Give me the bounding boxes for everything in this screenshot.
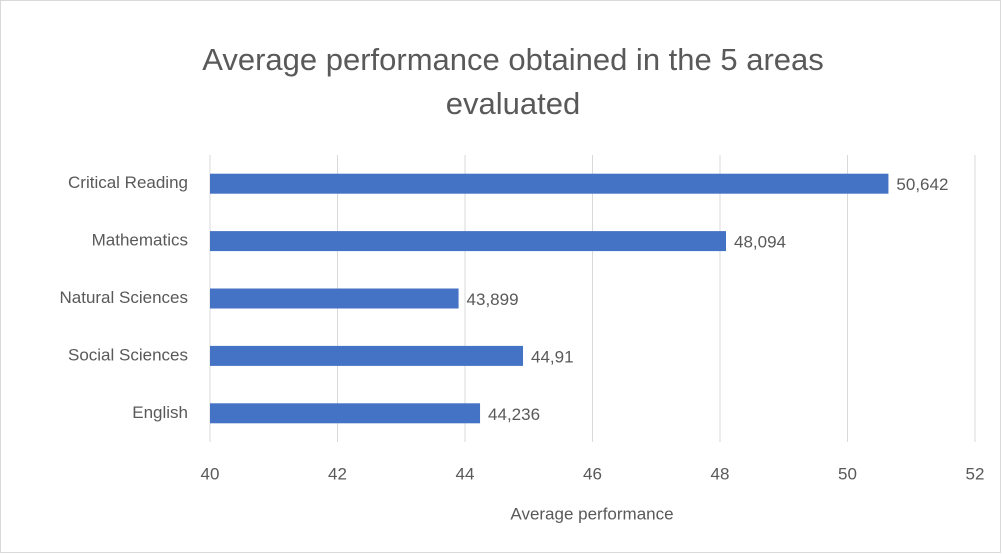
bar	[210, 231, 726, 252]
data-label: 44,236	[488, 405, 540, 424]
y-tick-label: Social Sciences	[68, 345, 188, 364]
y-tick-label: Critical Reading	[68, 173, 188, 192]
bar	[210, 403, 481, 424]
y-tick-label: English	[132, 403, 188, 422]
bar	[210, 345, 524, 366]
bar	[210, 173, 889, 194]
x-tick-label: 42	[328, 464, 347, 483]
x-tick-label: 40	[201, 464, 220, 483]
y-tick-label: Mathematics	[92, 231, 188, 250]
chart-title: Average performance obtained in the 5 ar…	[202, 42, 824, 121]
x-tick-label: 46	[583, 464, 602, 483]
bar	[210, 288, 459, 309]
x-tick-label: 50	[838, 464, 857, 483]
x-tick-label: 48	[711, 464, 730, 483]
data-label: 44,91	[531, 347, 574, 366]
data-label: 50,642	[896, 175, 948, 194]
x-axis-title: Average performance	[510, 504, 673, 523]
x-tick-label: 44	[456, 464, 475, 483]
data-label: 48,094	[734, 233, 786, 252]
y-tick-label: Natural Sciences	[59, 288, 188, 307]
x-tick-label: 52	[966, 464, 985, 483]
data-label: 43,899	[467, 290, 519, 309]
